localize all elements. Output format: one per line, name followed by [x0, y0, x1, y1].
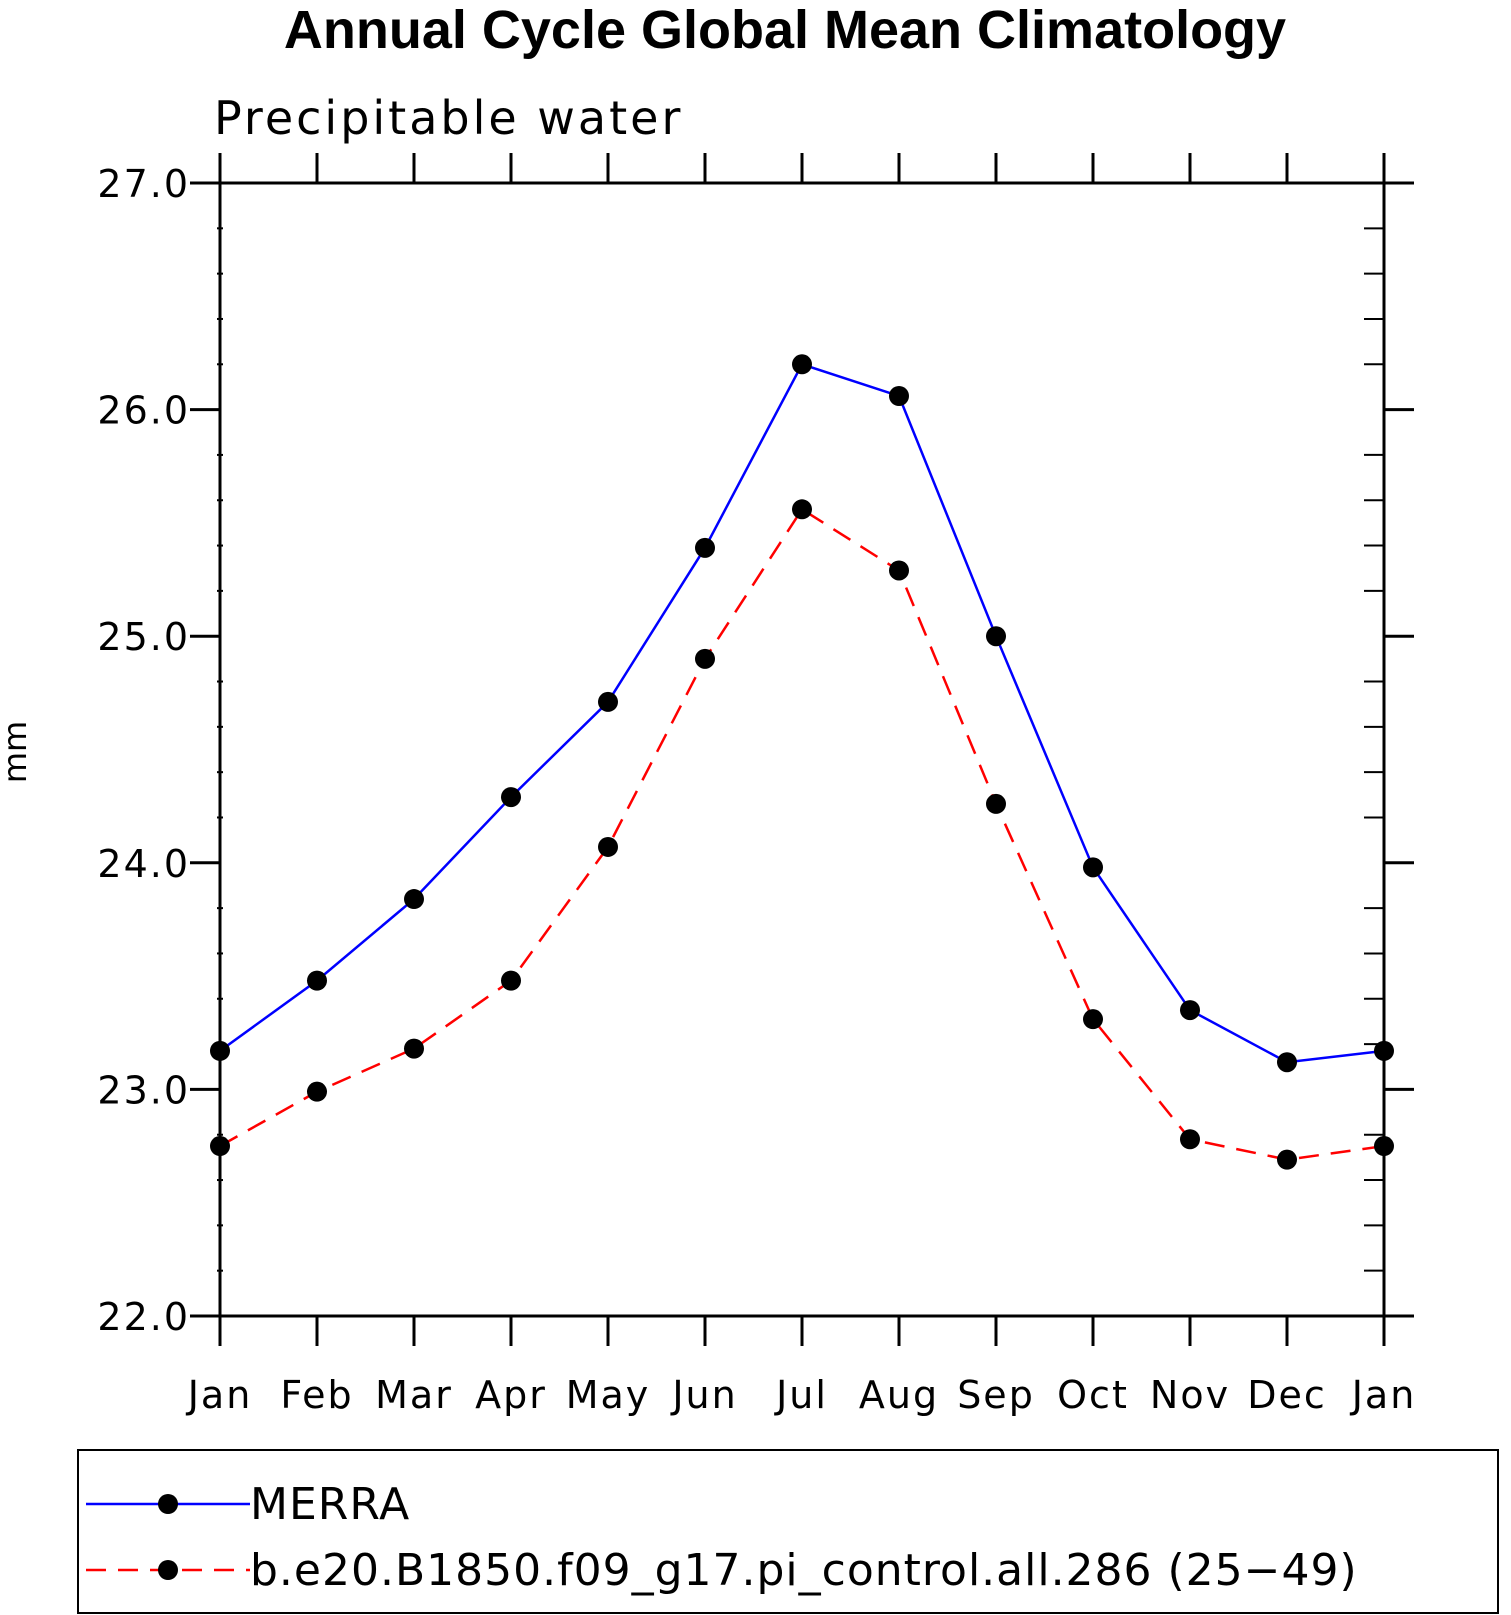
data-point [1374, 1040, 1394, 1061]
data-point [210, 1040, 230, 1061]
legend: MERRA b.e20.B1850.f09_g17.pi_control.all.… [77, 1449, 1499, 1614]
legend-items: MERRA b.e20.B1850.f09_g17.pi_control.all.… [86, 1479, 1358, 1596]
x-tick-label: May [566, 1373, 651, 1417]
x-tick-label: Jan [1350, 1373, 1417, 1417]
y-axis-label: mm [0, 721, 34, 783]
x-tick-label: Sep [957, 1373, 1035, 1417]
data-point [1374, 1136, 1394, 1157]
data-point [1180, 1000, 1200, 1021]
x-tick-label: Apr [475, 1373, 547, 1417]
x-tick-label: Jul [774, 1373, 828, 1417]
data-point [501, 787, 521, 808]
data-point [1180, 1129, 1200, 1150]
x-tick-label: Aug [859, 1373, 939, 1417]
y-tick-label: 27.0 [97, 162, 190, 206]
y-tick-label: 25.0 [97, 615, 190, 659]
data-point [986, 793, 1006, 814]
x-tick-labels: Jan Feb Mar Apr May Jun Jul Aug Sep Oct Nov Dec Jan [186, 1373, 1417, 1417]
x-tick-label: Jan [186, 1373, 253, 1417]
data-point [598, 691, 618, 712]
data-point [695, 648, 715, 669]
data-point [695, 537, 715, 558]
x-tick-label: Mar [375, 1373, 453, 1417]
legend-label: b.e20.B1850.f09_g17.pi_control.all.286 (… [250, 1545, 1358, 1596]
y-tick-label: 24.0 [97, 842, 190, 886]
legend-label: MERRA [250, 1479, 410, 1530]
x-tick-label: Nov [1150, 1373, 1230, 1417]
data-point [1277, 1149, 1297, 1170]
legend-box [77, 1449, 1499, 1614]
x-tick-label: Jun [670, 1373, 737, 1417]
data-point [404, 889, 424, 910]
data-point [598, 836, 618, 857]
plot-frame [218, 181, 1386, 1318]
data-point [210, 1136, 230, 1157]
data-point [404, 1038, 424, 1059]
chart-subtitle: Precipitable water [214, 91, 683, 145]
x-tick-label: Oct [1057, 1373, 1129, 1417]
data-point [1083, 1009, 1103, 1030]
y-tick-label: 22.0 [97, 1295, 190, 1339]
y-tick-labels: 22.0 23.0 24.0 25.0 26.0 27.0 [97, 162, 190, 1339]
axis-ticks [190, 153, 1414, 1346]
data-point [307, 1081, 327, 1102]
data-point [986, 626, 1006, 647]
data-point [792, 354, 812, 375]
legend-marker [158, 1560, 178, 1580]
y-tick-label: 26.0 [97, 389, 190, 433]
series-line [219, 507, 1385, 1161]
y-tick-label: 23.0 [97, 1068, 190, 1112]
x-tick-label: Dec [1247, 1373, 1327, 1417]
series-layer [210, 354, 1394, 1170]
data-point [307, 970, 327, 991]
legend-marker [158, 1494, 178, 1514]
data-point [501, 970, 521, 991]
data-point [1083, 857, 1103, 878]
data-point [1277, 1052, 1297, 1073]
data-point [792, 499, 812, 520]
data-point [889, 560, 909, 581]
chart-title: Annual Cycle Global Mean Climatology [284, 0, 1286, 60]
series-line [219, 362, 1385, 1064]
x-tick-label: Feb [280, 1373, 353, 1417]
data-point [889, 386, 909, 407]
